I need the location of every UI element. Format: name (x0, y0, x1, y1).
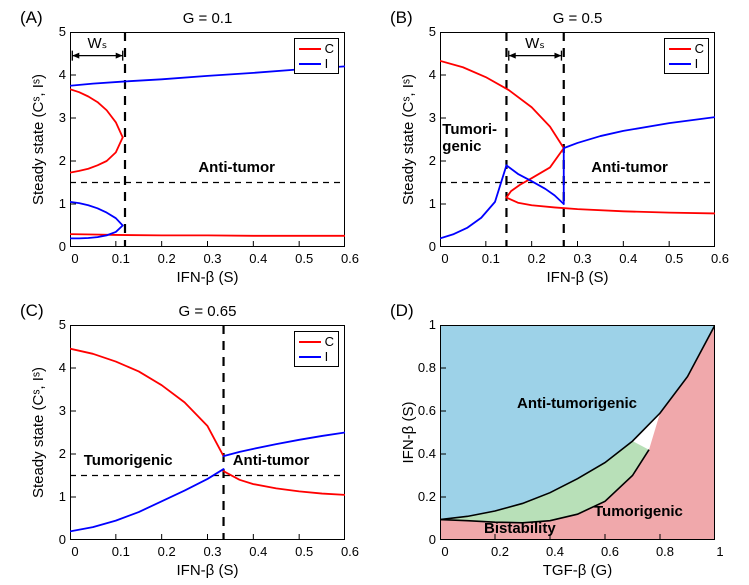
legend-swatch-B-1 (669, 63, 691, 65)
xtick-D-4: 0.8 (650, 544, 680, 559)
legend-C: CI (294, 331, 339, 367)
xtick-A-4: 0.4 (243, 251, 273, 266)
panel-A: G = 0.100.10.20.30.40.50.6012345IFN-β (S… (70, 32, 345, 247)
xtick-C-4: 0.4 (243, 544, 273, 559)
xtick-A-2: 0.2 (152, 251, 182, 266)
legend-item-A-1: I (299, 56, 334, 71)
panel-title-A: G = 0.1 (70, 10, 345, 27)
xtick-C-1: 0.1 (106, 544, 136, 559)
legend-label-B-1: I (695, 56, 699, 71)
legend-swatch-C-0 (299, 341, 321, 343)
region-label-D-1: Bistability (484, 520, 556, 537)
region-label-D-2: Tumorigenic (594, 503, 683, 520)
ylabel-A: Steady state (Cˢ, Iˢ) (30, 32, 47, 247)
legend-B: CI (664, 38, 709, 74)
panel-D: 00.20.40.60.8100.20.40.60.81TGF-β (G)IFN… (440, 325, 715, 540)
legend-item-A-0: C (299, 41, 334, 56)
xtick-C-5: 0.5 (289, 544, 319, 559)
xtick-D-3: 0.6 (595, 544, 625, 559)
xtick-B-5: 0.5 (659, 251, 689, 266)
xtick-A-6: 0.6 (335, 251, 365, 266)
legend-item-B-0: C (669, 41, 704, 56)
xtick-B-4: 0.4 (613, 251, 643, 266)
xtick-B-6: 0.6 (705, 251, 735, 266)
xlabel-A: IFN-β (S) (70, 269, 345, 286)
region-label-D-0: Anti-tumorigenic (517, 395, 637, 412)
legend-label-B-0: C (695, 41, 704, 56)
legend-swatch-A-0 (299, 48, 321, 50)
xtick-D-5: 1 (705, 544, 735, 559)
xtick-D-2: 0.4 (540, 544, 570, 559)
xtick-C-3: 0.3 (198, 544, 228, 559)
panel-title-B: G = 0.5 (440, 10, 715, 27)
legend-label-A-1: I (325, 56, 329, 71)
annotation-A-0: Anti-tumor (198, 159, 275, 176)
xtick-A-1: 0.1 (106, 251, 136, 266)
xtick-B-1: 0.1 (476, 251, 506, 266)
annotation-B-0: Tumori- genic (442, 121, 497, 155)
legend-label-C-1: I (325, 349, 329, 364)
panel-B: G = 0.500.10.20.30.40.50.6012345IFN-β (S… (440, 32, 715, 247)
xtick-B-2: 0.2 (522, 251, 552, 266)
xtick-D-1: 0.2 (485, 544, 515, 559)
annotation-B-1: Anti-tumor (591, 159, 668, 176)
xlabel-C: IFN-β (S) (70, 562, 345, 579)
xtick-A-5: 0.5 (289, 251, 319, 266)
xtick-C-2: 0.2 (152, 544, 182, 559)
legend-item-B-1: I (669, 56, 704, 71)
xlabel-B: IFN-β (S) (440, 269, 715, 286)
figure-root: (A)G = 0.100.10.20.30.40.50.6012345IFN-β… (0, 0, 749, 585)
panel-title-C: G = 0.65 (70, 303, 345, 320)
xtick-A-3: 0.3 (198, 251, 228, 266)
ylabel-B: Steady state (Cˢ, Iˢ) (400, 32, 417, 247)
xtick-C-6: 0.6 (335, 544, 365, 559)
annotation-C-0: Tumorigenic (84, 452, 173, 469)
xtick-B-3: 0.3 (568, 251, 598, 266)
xlabel-D: TGF-β (G) (440, 562, 715, 579)
legend-item-C-0: C (299, 334, 334, 349)
ws-label-A: Wₛ (88, 34, 108, 52)
ws-label-B: Wₛ (525, 34, 545, 52)
legend-label-C-0: C (325, 334, 334, 349)
annotation-C-1: Anti-tumor (233, 452, 310, 469)
legend-item-C-1: I (299, 349, 334, 364)
ylabel-D: IFN-β (S) (400, 325, 417, 540)
panel-C: G = 0.6500.10.20.30.40.50.6012345IFN-β (… (70, 325, 345, 540)
legend-swatch-C-1 (299, 356, 321, 358)
legend-swatch-A-1 (299, 63, 321, 65)
legend-label-A-0: C (325, 41, 334, 56)
ylabel-C: Steady state (Cˢ, Iˢ) (30, 325, 47, 540)
legend-swatch-B-0 (669, 48, 691, 50)
legend-A: CI (294, 38, 339, 74)
